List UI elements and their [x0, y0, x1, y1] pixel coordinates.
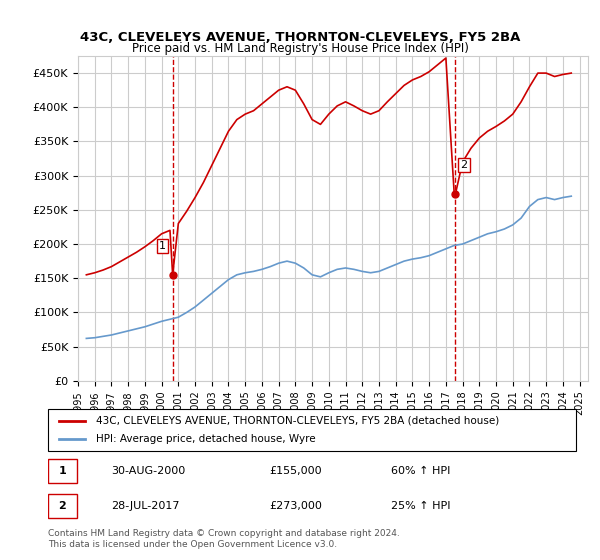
Text: 28-JUL-2017: 28-JUL-2017	[112, 501, 180, 511]
Text: HPI: Average price, detached house, Wyre: HPI: Average price, detached house, Wyre	[95, 434, 315, 444]
FancyBboxPatch shape	[48, 459, 77, 483]
Text: 1: 1	[58, 466, 66, 476]
Text: 25% ↑ HPI: 25% ↑ HPI	[391, 501, 451, 511]
Text: Price paid vs. HM Land Registry's House Price Index (HPI): Price paid vs. HM Land Registry's House …	[131, 42, 469, 55]
Text: 43C, CLEVELEYS AVENUE, THORNTON-CLEVELEYS, FY5 2BA (detached house): 43C, CLEVELEYS AVENUE, THORNTON-CLEVELEY…	[95, 416, 499, 426]
FancyBboxPatch shape	[48, 409, 576, 451]
Text: 30-AUG-2000: 30-AUG-2000	[112, 466, 185, 476]
Text: £273,000: £273,000	[270, 501, 323, 511]
Text: 60% ↑ HPI: 60% ↑ HPI	[391, 466, 451, 476]
Text: £155,000: £155,000	[270, 466, 322, 476]
Text: 2: 2	[58, 501, 66, 511]
Text: 43C, CLEVELEYS AVENUE, THORNTON-CLEVELEYS, FY5 2BA: 43C, CLEVELEYS AVENUE, THORNTON-CLEVELEY…	[80, 31, 520, 44]
Text: 1: 1	[159, 241, 166, 251]
Text: 2: 2	[460, 160, 467, 170]
Text: Contains HM Land Registry data © Crown copyright and database right 2024.
This d: Contains HM Land Registry data © Crown c…	[48, 529, 400, 549]
FancyBboxPatch shape	[48, 494, 77, 518]
